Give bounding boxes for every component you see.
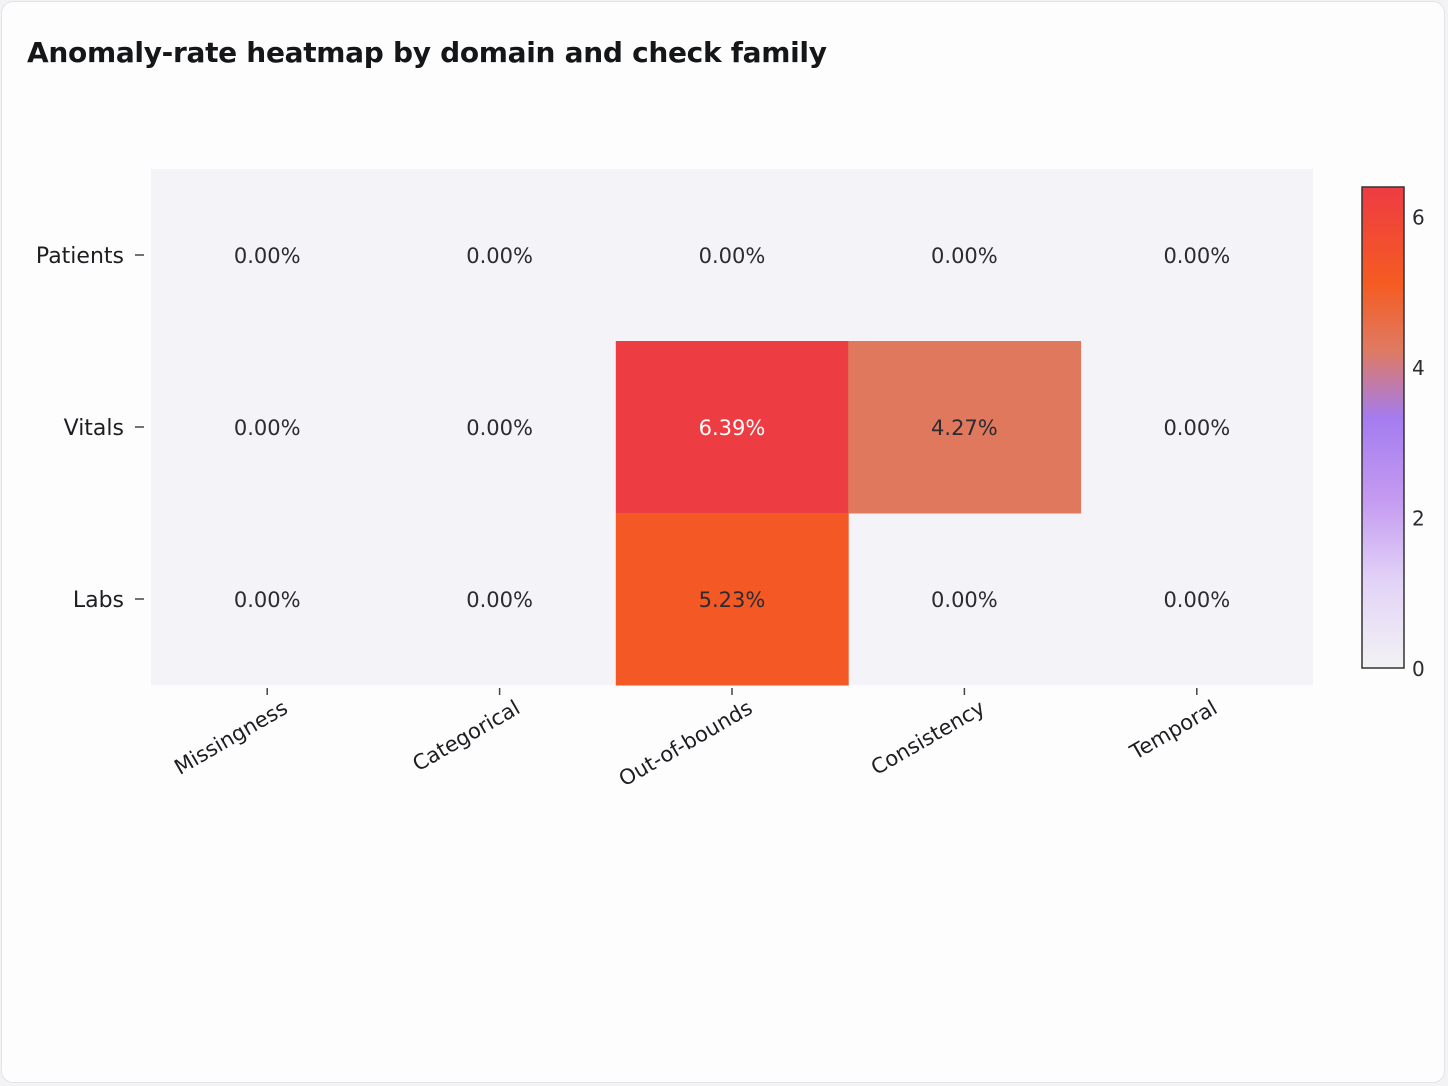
cell-label: 4.27% xyxy=(931,416,998,440)
cell-label: 5.23% xyxy=(699,588,766,612)
colorbar-tick-label: 0 xyxy=(1412,657,1425,681)
cell-label: 0.00% xyxy=(699,244,766,268)
y-tick-label: Labs xyxy=(73,588,124,613)
heatmap-cells xyxy=(615,341,1082,686)
colorbar-bar xyxy=(1361,186,1405,669)
x-tick-label: Missingness xyxy=(170,696,291,780)
cell-label: 6.39% xyxy=(699,416,766,440)
heatmap-cell xyxy=(848,341,1082,514)
cell-label: 0.00% xyxy=(466,588,533,612)
cell-label: 0.00% xyxy=(931,588,998,612)
chart-title: Anomaly-rate heatmap by domain and check… xyxy=(27,36,827,69)
x-tick-label: Consistency xyxy=(867,696,989,780)
y-axis: Patients Vitals Labs xyxy=(36,244,144,613)
colorbar-tick-label: 4 xyxy=(1412,356,1425,380)
y-tick-label: Patients xyxy=(36,244,124,269)
heatmap-cell xyxy=(615,341,849,514)
cell-label: 0.00% xyxy=(234,244,301,268)
cell-label: 0.00% xyxy=(1163,416,1230,440)
heatmap-cell xyxy=(615,513,849,686)
colorbar: 0 2 4 6 xyxy=(1361,186,1425,681)
cell-label: 0.00% xyxy=(466,416,533,440)
cell-labels: 0.00% 0.00% 0.00% 0.00% 0.00% 0.00% 0.00% 6.39%… xyxy=(234,244,1230,612)
x-tick-label: Categorical xyxy=(409,696,525,777)
x-tick-label: Temporal xyxy=(1125,696,1221,765)
cell-label: 0.00% xyxy=(466,244,533,268)
x-axis: Missingness Categorical Out-of-bounds Consi… xyxy=(170,688,1221,791)
colorbar-tick-label: 6 xyxy=(1412,205,1425,229)
cell-label: 0.00% xyxy=(234,416,301,440)
cell-label: 0.00% xyxy=(234,588,301,612)
cell-label: 0.00% xyxy=(1163,588,1230,612)
colorbar-tick-label: 2 xyxy=(1412,506,1425,530)
cell-label: 0.00% xyxy=(1163,244,1230,268)
y-tick-label: Vitals xyxy=(64,416,124,441)
x-tick-label: Out-of-bounds xyxy=(615,696,757,792)
cell-label: 0.00% xyxy=(931,244,998,268)
